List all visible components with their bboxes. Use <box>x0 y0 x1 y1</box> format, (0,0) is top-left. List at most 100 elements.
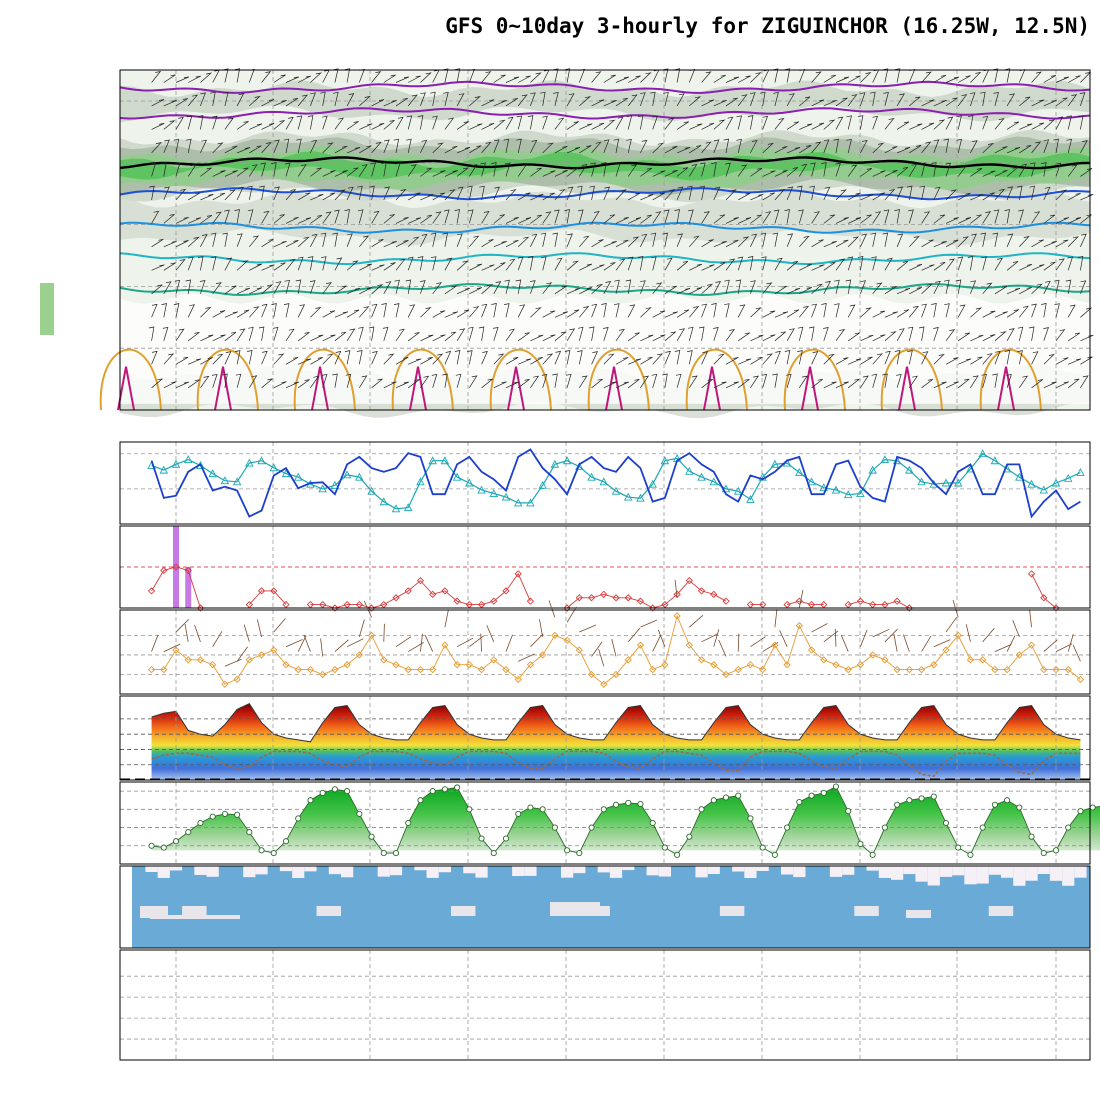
rh-point <box>710 797 717 804</box>
wind-barb <box>1043 99 1057 107</box>
wind-speed-point <box>184 656 192 664</box>
wind-barb <box>357 209 364 224</box>
wind-barb <box>309 280 316 294</box>
wind-barb-10m <box>640 619 658 628</box>
wind-barb <box>455 373 462 388</box>
wind-barb <box>1006 167 1019 177</box>
wind-barb <box>933 186 941 201</box>
high-cloud-cell <box>389 866 403 876</box>
thickness-point <box>721 484 731 493</box>
wind-barb <box>310 72 322 83</box>
rh-point <box>1016 804 1023 811</box>
wind-barb <box>442 232 448 247</box>
rh-point <box>172 838 180 845</box>
wind-barb <box>615 239 629 248</box>
wind-barb <box>310 357 323 365</box>
wind-barb <box>307 256 314 271</box>
temperature-contour <box>119 221 1091 234</box>
wind-barb <box>444 257 453 271</box>
wind-barb <box>799 96 811 107</box>
wind-barb <box>1068 358 1082 365</box>
wind-barb <box>432 170 446 177</box>
wind-barb <box>724 303 730 318</box>
wind-barb <box>652 115 658 130</box>
wind-barb <box>970 168 983 177</box>
wind-barb <box>640 72 652 83</box>
wind-barb <box>310 306 322 318</box>
wind-speed-point <box>1064 665 1072 674</box>
wind-barb <box>664 257 673 271</box>
rh-point <box>295 815 302 822</box>
wind-barb <box>811 378 823 389</box>
high-cloud-cell <box>328 866 341 875</box>
rh-point <box>759 844 766 851</box>
heat-contour <box>587 348 650 411</box>
wind-barb-10m <box>518 653 535 662</box>
wind-barb <box>579 263 593 271</box>
wind-barb <box>542 211 552 224</box>
wind-barb <box>566 260 579 271</box>
wind-barb <box>994 331 1007 342</box>
wind-barb <box>627 256 634 271</box>
wind-barb <box>615 217 629 224</box>
wind-barb <box>603 186 611 201</box>
wind-barb <box>982 310 996 318</box>
wind-barb <box>224 117 234 130</box>
thickness-point <box>428 456 437 465</box>
wind-barb-10m <box>256 619 262 638</box>
wind-speed-point <box>367 631 376 640</box>
wind-barb <box>310 92 316 107</box>
wind-barb-10m <box>444 609 449 628</box>
wind-barb <box>970 214 982 224</box>
wind-barb <box>493 74 506 83</box>
wind-barb-10m <box>945 617 957 633</box>
wind-barb-10m <box>548 600 556 618</box>
wind-barb-10m <box>285 639 303 648</box>
wind-barb <box>383 353 395 365</box>
wind-barb <box>491 162 497 177</box>
wind-barb <box>908 163 918 177</box>
wind-barb <box>957 94 968 107</box>
wind-barb <box>663 209 670 224</box>
wind-barb <box>454 209 460 224</box>
wind-barb <box>933 214 946 224</box>
wind-speed-point <box>429 665 437 674</box>
wind-barb <box>1068 75 1081 83</box>
wind-barb <box>882 373 888 388</box>
wind-barb <box>872 282 883 295</box>
wind-barb <box>564 68 571 83</box>
thickness-point <box>208 469 217 478</box>
rh-point <box>1077 808 1084 815</box>
wind-barb <box>297 304 306 318</box>
wind-barb-10m <box>395 636 412 648</box>
wind-barb <box>541 373 548 388</box>
wind-barb <box>784 350 791 365</box>
wind-barb <box>395 116 404 130</box>
wind-speed-point <box>722 670 730 679</box>
wind-barb <box>945 239 959 248</box>
wind-barb <box>371 99 385 107</box>
rh-point <box>160 844 167 851</box>
thickness-line <box>151 452 1081 510</box>
wind-speed-point <box>404 665 412 674</box>
rh-point <box>527 804 534 811</box>
wind-barb <box>1019 144 1032 154</box>
wind-speed-point <box>209 661 217 669</box>
rh-point <box>270 850 277 857</box>
wind-barb <box>346 287 361 295</box>
wind-speed-point <box>930 661 938 669</box>
wind-barb <box>1019 263 1033 271</box>
lifted-index-point <box>575 594 583 602</box>
wind-barb <box>970 233 977 247</box>
wind-barb <box>1006 328 1015 341</box>
wind-barb <box>1029 185 1035 200</box>
wind-barb <box>359 123 373 130</box>
wind-barb-10m <box>163 643 181 652</box>
wind-barb <box>860 233 868 247</box>
wind-barb <box>772 232 779 247</box>
wind-barb <box>860 140 868 154</box>
wind-barb <box>469 96 482 107</box>
thickness-point <box>379 497 389 506</box>
wind-barb <box>469 375 478 388</box>
wind-barb <box>517 94 528 107</box>
